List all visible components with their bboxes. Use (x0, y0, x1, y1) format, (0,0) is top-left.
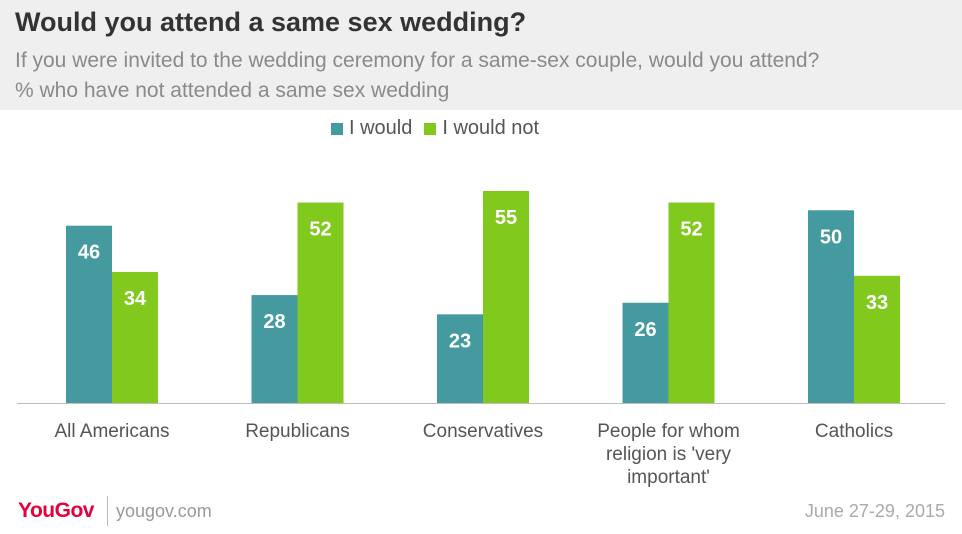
legend-item-would-not: I would not (424, 117, 539, 140)
bar-would-3 (622, 302, 669, 403)
category-label-0: All Americans (54, 421, 169, 442)
bar-would-not-2 (483, 191, 529, 403)
chart-subtitle-base: % who have not attended a same sex weddi… (15, 79, 450, 102)
category-label-3-line-0: People for whom (597, 421, 740, 442)
data-label-would-4: 50 (820, 226, 842, 248)
bar-would-not-1 (297, 202, 344, 403)
data-label-would-not-1: 52 (309, 219, 331, 241)
legend-label-would: I would (349, 117, 413, 139)
chart-legend: I would I would not (331, 117, 551, 140)
data-label-would-0: 46 (78, 242, 100, 264)
bar-would-not-4 (854, 275, 900, 403)
legend-swatch-would (331, 122, 343, 135)
yougov-logo: YouGov (18, 499, 94, 522)
data-label-would-not-0: 34 (124, 288, 147, 310)
data-label-would-not-2: 55 (495, 207, 517, 229)
footer-divider (107, 496, 108, 526)
category-label-3-line-2: important' (627, 467, 710, 488)
legend-item-would: I would (331, 117, 412, 140)
legend-label-would-not: I would not (442, 117, 540, 139)
footer-site-link[interactable]: yougov.com (116, 501, 212, 521)
header-panel: Would you attend a same sex wedding? If … (0, 0, 962, 110)
category-label-1: Republicans (245, 421, 350, 442)
bar-would-2 (437, 314, 483, 403)
legend-swatch-would-not (424, 122, 437, 135)
bar-would-not-0 (112, 271, 158, 403)
data-label-would-1: 28 (263, 311, 285, 333)
data-label-would-2: 23 (449, 330, 471, 352)
bar-would-not-3 (668, 202, 715, 403)
chart-subtitle-question: If you were invited to the wedding cerem… (15, 49, 820, 72)
category-label-4: Catholics (815, 421, 893, 442)
data-label-would-not-4: 33 (866, 292, 888, 314)
data-label-would-3: 26 (634, 319, 656, 341)
category-label-3-line-1: religion is 'very (606, 444, 732, 465)
footer-date: June 27-29, 2015 (804, 501, 945, 521)
bar-would-4 (808, 210, 854, 403)
category-label-2: Conservatives (423, 421, 543, 442)
data-label-would-not-3: 52 (680, 219, 702, 241)
bar-would-1 (251, 295, 298, 403)
chart-title: Would you attend a same sex wedding? (15, 7, 527, 37)
bar-would-0 (66, 225, 112, 403)
